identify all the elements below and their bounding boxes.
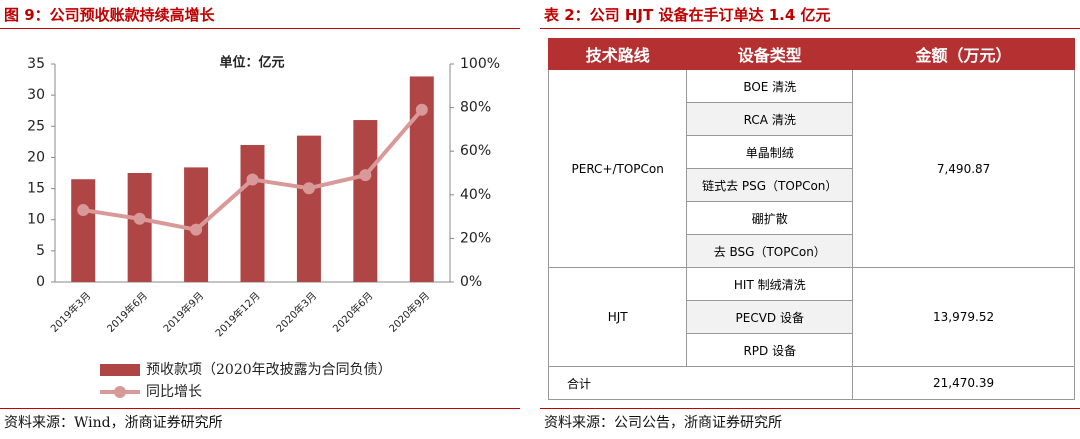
table-row: RCA 清洗 — [549, 102, 1075, 136]
y2-tick-label: 40% — [460, 187, 491, 203]
x-tick-label: 2019年6月 — [104, 289, 150, 335]
line-marker — [415, 103, 428, 116]
source-note: 资料来源：Wind，浙商证券研究所 — [4, 415, 223, 431]
bar — [240, 144, 265, 282]
line-marker — [133, 212, 146, 225]
y-tick-label: 20 — [27, 149, 45, 165]
x-tick-label: 2020年3月 — [273, 289, 319, 335]
y-tick-label: 35 — [27, 56, 45, 72]
header-cell: 设备类型 — [686, 38, 854, 70]
order-table: 技术路线 设备类型 金额（万元） PERC+/TOPCon BOE 清洗 7,490.87… — [547, 38, 1075, 400]
type-cell: 单晶制绒 — [686, 135, 854, 169]
type-cell: HIT 制绒清洗 — [686, 267, 854, 301]
amount-cell: 7,490.87 — [852, 69, 1075, 268]
type-cell: BOE 清洗 — [686, 69, 854, 103]
x-tick-label: 2019年9月 — [160, 289, 206, 335]
table-row: 单晶制绒 — [549, 135, 1075, 169]
line-marker — [77, 204, 90, 217]
legend-swatch — [114, 386, 126, 398]
bar — [127, 173, 152, 282]
bar — [353, 120, 378, 282]
x-tick-label: 2020年6月 — [330, 289, 376, 335]
type-cell: PECVD 设备 — [686, 300, 854, 334]
type-cell: RCA 清洗 — [686, 102, 854, 136]
y2-tick-label: 80% — [460, 100, 491, 116]
line-marker — [302, 182, 315, 195]
source-note: 资料来源：公司公告，浙商证券研究所 — [544, 415, 782, 431]
y-tick-label: 30 — [27, 87, 45, 103]
header-row: 技术路线 设备类型 金额（万元） — [547, 38, 1075, 70]
type-cell: RPD 设备 — [686, 333, 854, 367]
x-tick-label: 2019年12月 — [212, 289, 262, 339]
table-row: HJT HIT 制绒清洗 13,979.52 — [547, 267, 1075, 367]
table-row: 硼扩散 — [549, 201, 1075, 235]
total-label: 合计 — [547, 366, 854, 400]
title-rule — [540, 28, 1080, 29]
amount-cell: 13,979.52 — [852, 267, 1075, 367]
type-cell: 去 BSG（TOPCon） — [686, 234, 854, 268]
unit-note: 单位：亿元 — [219, 55, 284, 71]
bar — [296, 135, 321, 282]
y-tick-label: 5 — [36, 243, 45, 259]
table-row: PERC+/TOPCon BOE 清洗 7,490.87 — [547, 69, 1075, 268]
x-tick-label: 2019年3月 — [48, 289, 94, 335]
bottom-rule — [540, 408, 1080, 409]
y2-tick-label: 0% — [460, 274, 482, 290]
y-tick-label: 10 — [27, 212, 45, 228]
line-marker — [246, 173, 259, 186]
y2-tick-label: 20% — [460, 230, 491, 246]
total-row: 合计 21,470.39 — [547, 366, 1075, 400]
title-rule — [0, 28, 520, 29]
table-title: 表 2：公司 HJT 设备在手订单达 1.4 亿元 — [544, 6, 831, 24]
legend-label: 同比增长 — [146, 384, 202, 400]
legend-swatch — [100, 364, 140, 376]
chart: 单位：亿元 0 5 10 15 20 25 30 35 0% 20% 40% 60% 80% 100% 20… — [27, 55, 500, 401]
y-tick-label: 15 — [27, 181, 45, 197]
table-row: 链式去 PSG（TOPCon） — [549, 168, 1075, 202]
line-marker — [359, 169, 372, 182]
type-cell: 硼扩散 — [686, 201, 854, 235]
y2-tick-label: 100% — [460, 56, 500, 72]
legend-label: 预收款项（2020年改披露为合同负债） — [146, 362, 392, 378]
y-tick-label: 25 — [27, 118, 45, 134]
table-row: PECVD 设备 — [549, 300, 1075, 334]
bar — [71, 179, 96, 282]
header-cell: 技术路线 — [547, 38, 688, 70]
y2-tick-label: 60% — [460, 143, 491, 159]
type-cell: 链式去 PSG（TOPCon） — [686, 168, 854, 202]
route-cell: PERC+/TOPCon — [547, 69, 688, 268]
x-tick-label: 2020年9月 — [386, 289, 432, 335]
header-cell: 金额（万元） — [852, 38, 1075, 70]
table-row: 去 BSG（TOPCon） — [549, 234, 1075, 268]
y-tick-label: 0 — [36, 274, 45, 290]
total-amount: 21,470.39 — [852, 366, 1075, 400]
line-marker — [190, 223, 203, 236]
route-cell: HJT — [547, 267, 688, 367]
figure-title: 图 9：公司预收账款持续高增长 — [4, 6, 215, 24]
table-row: RPD 设备 — [549, 333, 1075, 367]
bottom-rule — [0, 408, 520, 409]
